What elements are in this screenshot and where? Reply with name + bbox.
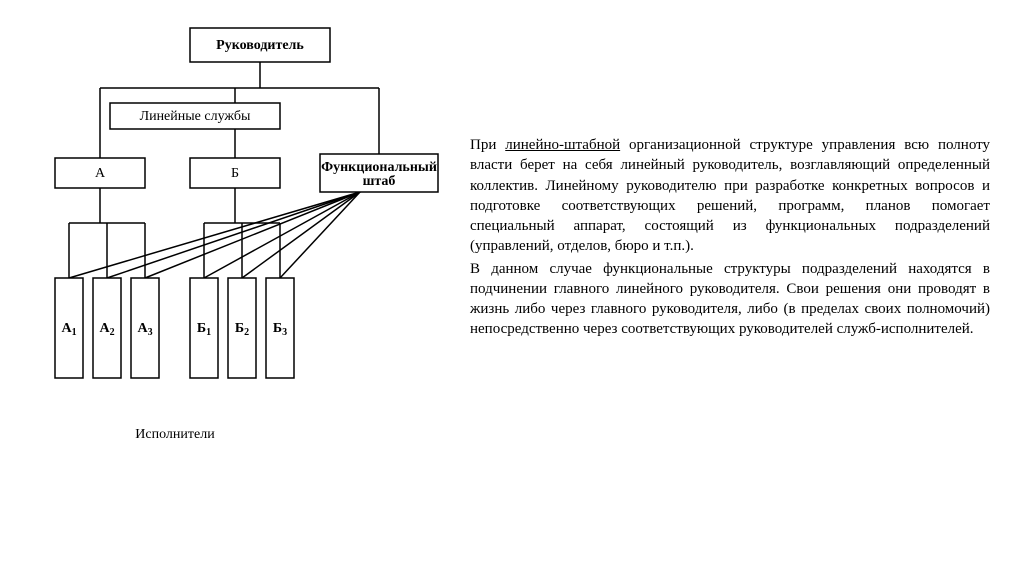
svg-text:штаб: штаб — [363, 174, 396, 189]
p1-prefix: При — [470, 137, 505, 153]
p1-rest: организационной структуре управления всю… — [470, 137, 990, 254]
p1-underlined-term: линейно-штабной — [505, 137, 620, 153]
svg-text:Б: Б — [231, 166, 239, 181]
org-chart-diagram: Руководитель Линейные службы А Б Функциональ… — [20, 18, 450, 498]
svg-text:А: А — [95, 166, 106, 181]
paragraph-1: При линейно-штабной организационной стру… — [470, 135, 990, 257]
svg-text:Линейные службы: Линейные службы — [140, 109, 251, 124]
diagram-caption: Исполнители — [135, 427, 215, 442]
body-text: При линейно-штабной организационной стру… — [470, 135, 990, 340]
page: Руководитель Линейные службы А Б Функциональ… — [0, 0, 1024, 576]
svg-text:Руководитель: Руководитель — [216, 38, 304, 53]
paragraph-2: В данном случае функциональные структуры… — [470, 259, 990, 340]
svg-text:Функциональный: Функциональный — [321, 160, 437, 175]
